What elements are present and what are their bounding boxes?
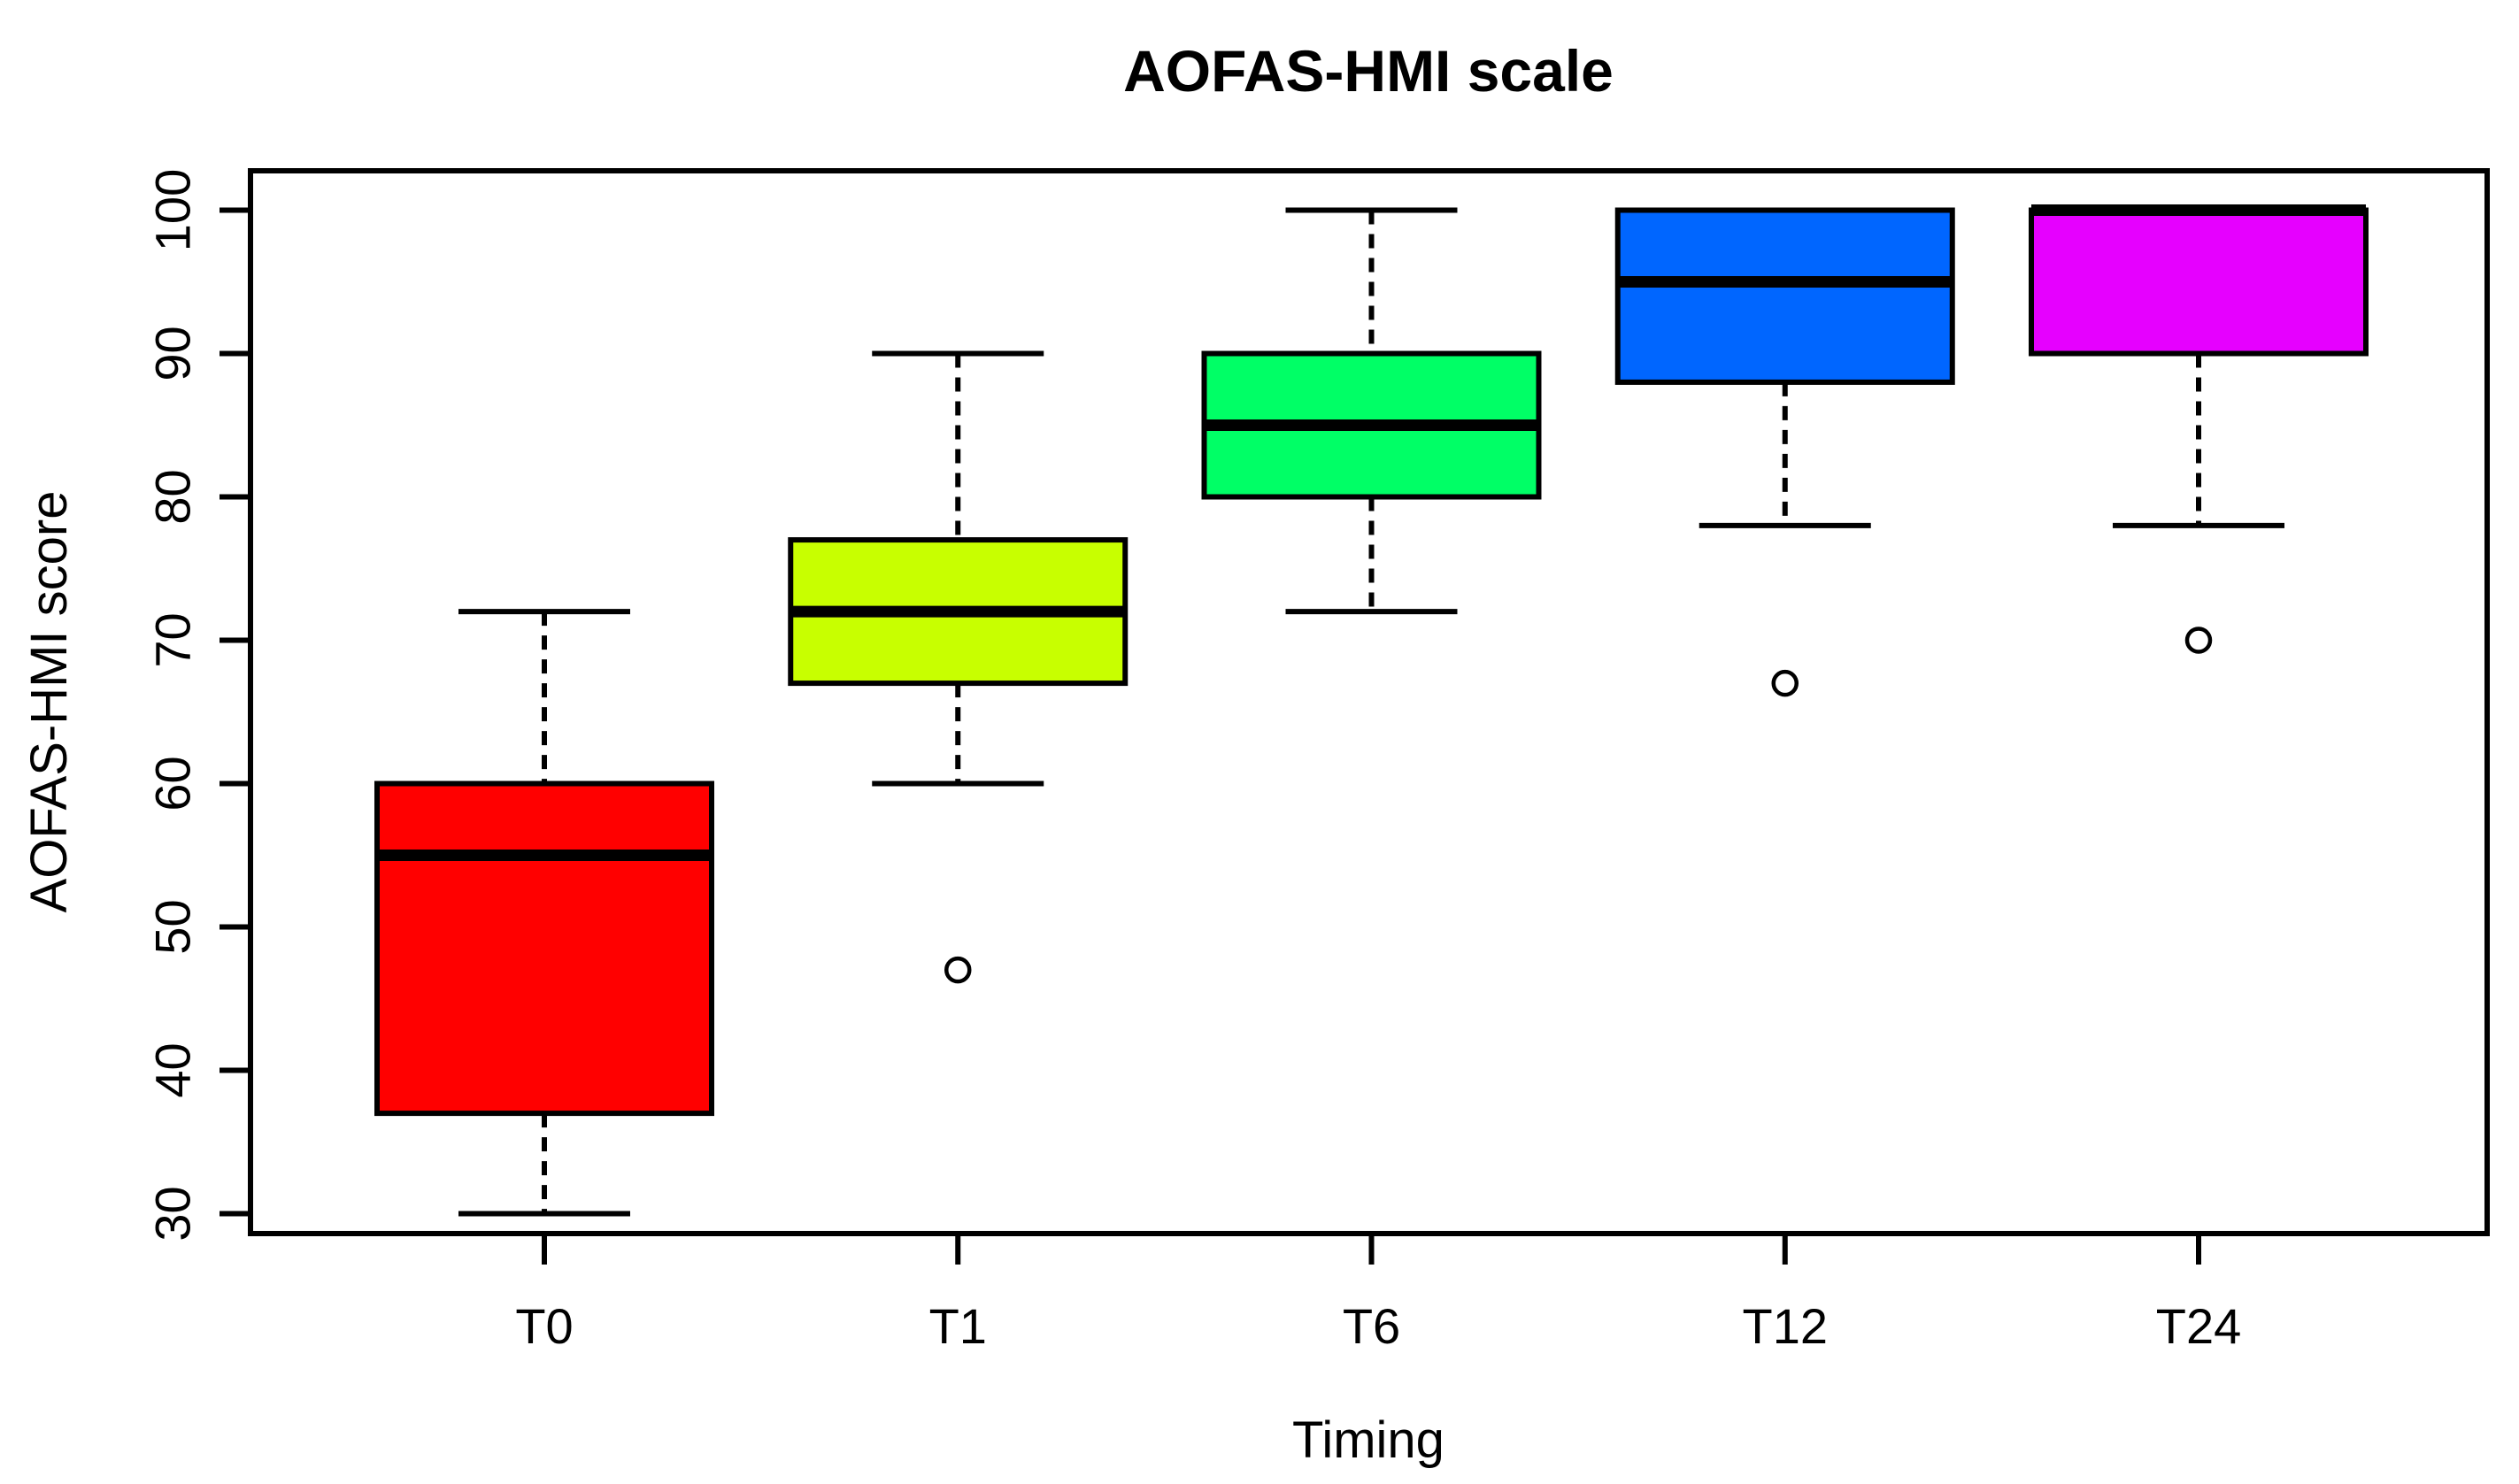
- y-axis-tick-label-40: 40: [145, 1042, 201, 1097]
- outlier-point-T1-47: [944, 956, 972, 984]
- y-axis-tick-label-90: 90: [145, 326, 201, 381]
- x-axis-tick-label-T0: T0: [515, 1298, 573, 1354]
- outlier-point-T24-70: [2184, 627, 2213, 654]
- box-T0: [374, 780, 714, 1117]
- x-axis-tick-label-T24: T24: [2156, 1298, 2242, 1354]
- y-axis-tick-label-30: 30: [145, 1186, 201, 1241]
- y-axis-tick-label-100: 100: [145, 169, 201, 251]
- y-axis-title: AOFAS-HMI score: [20, 491, 78, 913]
- x-axis-title: Timing: [1292, 1411, 1444, 1469]
- box-T12: [1614, 207, 1955, 385]
- y-axis-tick-label-70: 70: [145, 612, 201, 667]
- y-axis-tick-label-50: 50: [145, 899, 201, 954]
- x-axis-tick-label-T12: T12: [1743, 1298, 1829, 1354]
- x-axis-tick-label-T6: T6: [1343, 1298, 1400, 1354]
- box-T24: [2029, 207, 2369, 357]
- x-axis-tick-label-T1: T1: [929, 1298, 987, 1354]
- outlier-point-T12-67: [1771, 669, 1799, 697]
- y-axis-tick-label-80: 80: [145, 469, 201, 524]
- chart-title: AOFAS-HMI scale: [1123, 38, 1614, 104]
- y-axis-tick-label-60: 60: [145, 756, 201, 811]
